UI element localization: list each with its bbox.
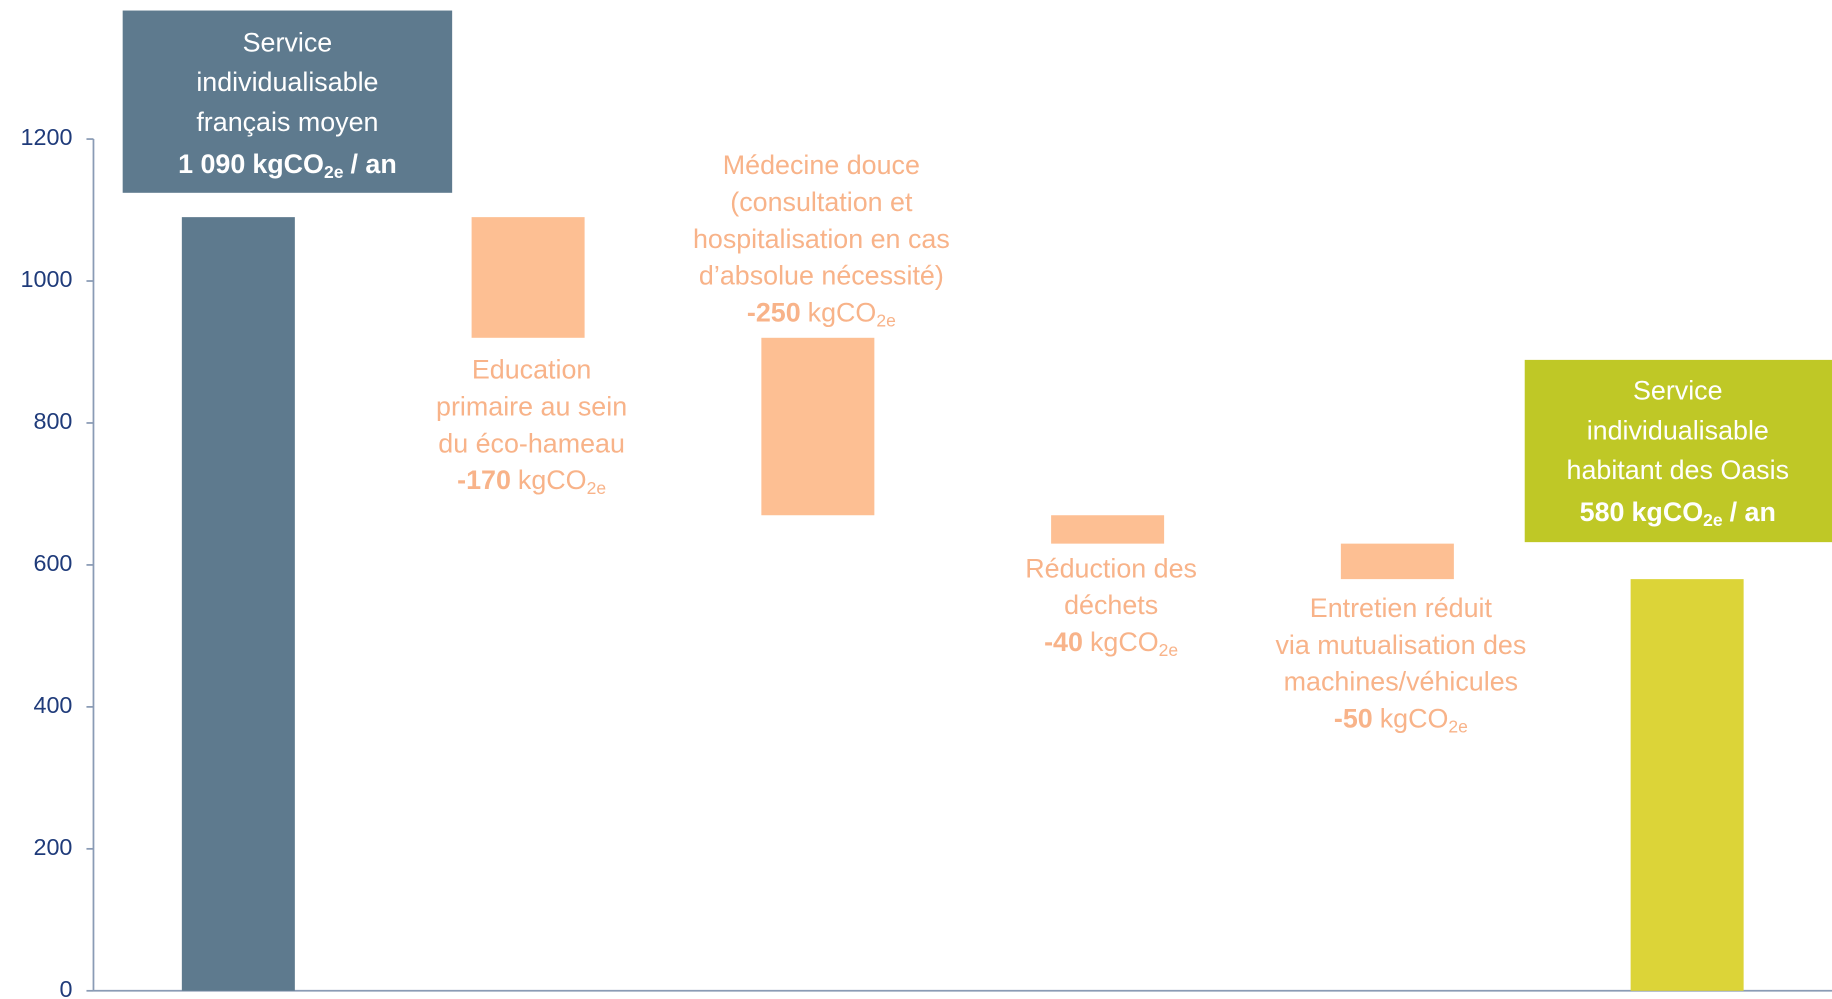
value-text: 1 090 [178, 149, 245, 179]
step-bar [1051, 515, 1165, 544]
category-label: habitant des Oasis [1567, 455, 1789, 485]
y-tick-label: 600 [33, 550, 72, 576]
category-label: du éco-hameau [438, 428, 625, 458]
category-label: machines/véhicules [1284, 667, 1518, 697]
unit-text: kgCO [1380, 703, 1449, 733]
y-tick-label: 1200 [20, 124, 72, 150]
category-label: individualisable [196, 67, 378, 97]
unit-subscript: 2e [587, 478, 606, 498]
label-box [1524, 359, 1832, 543]
unit-text: kgCO [1090, 627, 1159, 657]
suffix-text: / an [350, 149, 396, 179]
unit-subscript: 2e [1448, 716, 1467, 736]
label-box [122, 10, 453, 193]
category-label: Education [472, 355, 591, 385]
step-bar [761, 337, 875, 516]
unit-subscript: 2e [876, 310, 895, 330]
category-label: primaire au sein [436, 391, 627, 421]
unit-subscript: 2e [324, 162, 344, 182]
unit-text: kgCO [1631, 497, 1703, 527]
category-label: individualisable [1587, 415, 1769, 445]
value-label: -170 kgCO2e [457, 465, 606, 498]
value-label: 1 090 kgCO2e / an [178, 149, 397, 182]
y-tick-label: 200 [33, 834, 72, 860]
category-label: via mutualisation des [1275, 630, 1526, 660]
value-text: -170 [457, 465, 511, 495]
category-label: Médecine douce [723, 150, 920, 180]
value-label: -40 kgCO2e [1044, 627, 1178, 660]
step-bar [471, 217, 585, 338]
y-tick-label: 1000 [20, 266, 72, 292]
value-label: -50 kgCO2e [1334, 703, 1468, 736]
category-label: Entretien réduit [1310, 593, 1493, 623]
y-tick-label: 800 [33, 408, 72, 434]
value-text: -40 [1044, 627, 1083, 657]
category-label: (consultation et [730, 187, 913, 217]
value-label: 580 kgCO2e / an [1580, 497, 1776, 530]
category-label: français moyen [196, 107, 378, 137]
value-label: -250 kgCO2e [747, 297, 896, 330]
step-bar [1340, 543, 1454, 580]
value-text: -250 [747, 297, 801, 327]
unit-text: kgCO [252, 149, 324, 179]
total-bar [181, 217, 295, 991]
y-tick-label: 400 [33, 692, 72, 718]
total-bar [1630, 579, 1744, 991]
category-label: déchets [1064, 590, 1158, 620]
category-label: d’absolue nécessité) [699, 261, 944, 291]
suffix-text: / an [1730, 497, 1776, 527]
unit-subscript: 2e [1703, 510, 1723, 530]
category-label: Service [1633, 376, 1723, 406]
y-tick-label: 0 [59, 976, 72, 999]
value-text: 580 [1580, 497, 1625, 527]
unit-subscript: 2e [1159, 639, 1178, 659]
value-text: -50 [1334, 703, 1373, 733]
category-label: hospitalisation en cas [693, 224, 950, 254]
unit-text: kgCO [808, 297, 877, 327]
category-label: Réduction des [1025, 553, 1197, 583]
category-label: Service [243, 28, 333, 58]
unit-text: kgCO [518, 465, 587, 495]
